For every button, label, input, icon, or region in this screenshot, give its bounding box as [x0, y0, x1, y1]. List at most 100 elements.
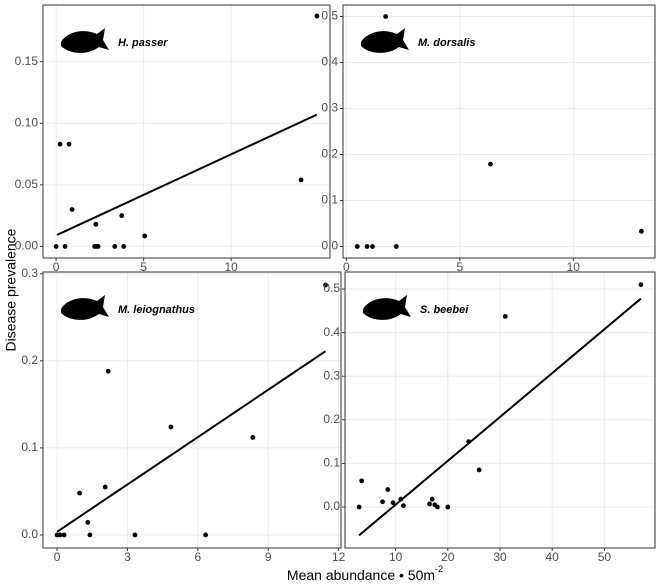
panel-border — [342, 4, 656, 259]
point — [132, 532, 138, 538]
point — [434, 504, 440, 510]
y-tick-label: 0.2 — [323, 412, 340, 426]
x-tick-label: 5 — [140, 260, 147, 274]
fish-icon — [361, 28, 409, 53]
point — [93, 221, 99, 227]
y-tick-label: 0.1 — [321, 193, 338, 207]
x-tick-label: 10 — [389, 550, 403, 564]
x-tick-label: 20 — [441, 550, 455, 564]
point — [142, 233, 148, 239]
fish-icon — [61, 28, 109, 53]
x-tick-label: 5 — [457, 260, 464, 274]
point — [323, 282, 328, 288]
point — [69, 207, 75, 212]
point — [112, 244, 118, 249]
point — [359, 478, 365, 484]
y-tick-label: 0.5 — [323, 281, 340, 295]
y-tick-label: 0.4 — [321, 55, 338, 69]
x-tick-label: 6 — [195, 550, 202, 564]
point — [356, 504, 362, 510]
y-tick-label: 0.2 — [321, 147, 338, 161]
point — [638, 228, 644, 234]
x-tick-label: 0 — [54, 550, 61, 564]
x-axis-title-text: Mean abundance • 50m — [287, 567, 435, 583]
point — [250, 435, 256, 440]
point — [119, 213, 125, 219]
species-label: M. leiognathus — [118, 304, 195, 316]
point — [85, 520, 91, 525]
y-tick-label: 0.5 — [321, 9, 338, 23]
y-tick-label: 0.0 — [323, 499, 340, 513]
x-tick-label: 10 — [224, 260, 238, 274]
point — [429, 496, 435, 502]
point — [380, 499, 385, 505]
species-label: M. dorsalis — [418, 37, 475, 49]
point — [57, 532, 63, 538]
species-label: H. passer — [118, 37, 168, 49]
x-tick-label: 10 — [567, 260, 581, 274]
point — [102, 484, 108, 490]
panel-border — [42, 271, 342, 549]
point — [77, 490, 83, 496]
point — [168, 424, 174, 430]
y-tick-label: 0.0 — [321, 239, 338, 253]
y-tick-label: 0.3 — [321, 101, 338, 115]
y-tick-label: 0.00 — [15, 239, 39, 253]
point — [121, 244, 127, 249]
y-tick-label: 0.1 — [323, 456, 340, 470]
y-tick-label: 0.05 — [15, 177, 39, 191]
y-tick-label: 0.4 — [323, 325, 340, 339]
point — [53, 244, 59, 249]
y-tick-label: 0.0 — [21, 527, 38, 541]
x-tick-label: 3 — [124, 550, 131, 564]
y-tick-label: 0.1 — [21, 440, 38, 454]
point — [57, 141, 63, 147]
fish-icon — [363, 295, 411, 320]
point — [427, 501, 432, 507]
point — [445, 504, 451, 510]
x-axis-title-superscript: -2 — [435, 564, 443, 574]
y-tick-label: 0.15 — [15, 54, 39, 68]
point — [87, 532, 93, 538]
point — [61, 532, 67, 538]
point — [383, 14, 389, 19]
point — [314, 13, 320, 19]
point — [105, 368, 111, 374]
point — [502, 314, 508, 319]
point — [66, 141, 72, 147]
x-tick-label: 0 — [53, 260, 60, 274]
point — [203, 532, 209, 538]
point — [385, 487, 391, 492]
point — [298, 177, 304, 183]
panel-background — [43, 272, 341, 548]
point — [364, 244, 370, 249]
y-tick-label: 0.3 — [323, 368, 340, 382]
panel-border — [42, 4, 331, 259]
x-axis-title: Mean abundance • 50m-2 — [287, 564, 443, 582]
y-axis-title: Disease prevalence — [3, 228, 19, 351]
fit-line — [56, 113, 318, 236]
y-tick-label: 0.3 — [21, 266, 38, 280]
x-tick-label: 30 — [493, 550, 507, 564]
point — [476, 467, 482, 473]
point — [95, 244, 101, 249]
point — [488, 161, 493, 167]
point — [638, 282, 644, 288]
x-tick-label: 9 — [265, 550, 272, 564]
point — [390, 500, 396, 506]
x-tick-label: 50 — [598, 550, 612, 564]
point — [370, 244, 375, 249]
x-tick-label: 12 — [332, 550, 346, 564]
fish-icon — [61, 295, 109, 320]
point — [401, 503, 406, 509]
species-label: S. beebei — [420, 304, 469, 316]
fit-line — [56, 350, 327, 533]
x-tick-label: 40 — [546, 550, 560, 564]
fit-line — [358, 297, 642, 537]
panel-border — [344, 271, 656, 549]
point — [354, 244, 360, 249]
y-tick-label: 0.10 — [15, 115, 39, 129]
y-tick-label: 0.2 — [21, 353, 38, 367]
point — [393, 244, 399, 249]
